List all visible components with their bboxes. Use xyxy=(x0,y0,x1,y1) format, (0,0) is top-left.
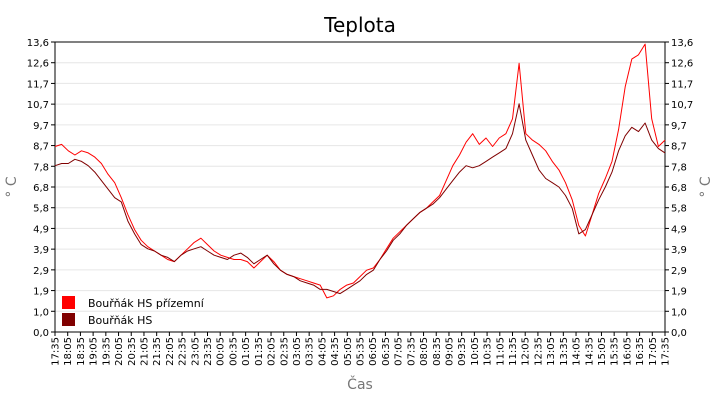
x-tick-label: 14:35 xyxy=(584,337,595,366)
x-tick-label: 17:35 xyxy=(51,337,62,366)
x-tick-label: 05:05 xyxy=(343,337,354,366)
x-tick-label: 02:05 xyxy=(267,337,278,366)
y-tick-label-right: 0,0 xyxy=(671,328,687,339)
x-tick-label: 18:05 xyxy=(63,337,74,366)
y-tick-label-right: 7,8 xyxy=(671,162,687,173)
y-tick-label-right: 12,6 xyxy=(671,59,693,70)
x-tick-label: 20:35 xyxy=(127,337,138,366)
legend-swatch-series-2 xyxy=(62,313,75,326)
x-tick-label: 14:05 xyxy=(572,337,583,366)
series-line-2 xyxy=(54,103,666,295)
legend-label-series-1: Bouřňák HS přízemní xyxy=(88,297,205,310)
x-tick-label: 15:05 xyxy=(597,337,608,366)
y-tick-label-left: 1,0 xyxy=(33,307,49,318)
x-tick-label: 10:05 xyxy=(470,337,481,366)
x-tick-label: 03:35 xyxy=(305,337,316,366)
x-tick-label: 16:05 xyxy=(622,337,633,366)
x-tick-label: 17:05 xyxy=(648,337,659,366)
x-tick-label: 02:35 xyxy=(279,337,290,366)
y-tick-label-right: 11,7 xyxy=(671,79,693,90)
y-tick-label-right: 6,8 xyxy=(671,183,687,194)
x-tick-label: 03:05 xyxy=(292,337,303,366)
y-tick-label-left: 11,7 xyxy=(27,79,49,90)
x-tick-label: 11:35 xyxy=(508,337,519,366)
y-tick-label-left: 8,7 xyxy=(33,142,49,153)
x-tick-label: 22:35 xyxy=(178,337,189,366)
y-tick-label-right: 8,7 xyxy=(671,142,687,153)
y-axis-title-left: ° C xyxy=(4,176,20,197)
x-tick-label: 07:05 xyxy=(394,337,405,366)
x-tick-label: 11:05 xyxy=(495,337,506,366)
x-tick-label: 01:05 xyxy=(241,337,252,366)
x-tick-label: 19:35 xyxy=(101,337,112,366)
x-tick-label: 04:05 xyxy=(317,337,328,366)
x-tick-label: 15:35 xyxy=(610,337,621,366)
x-tick-label: 19:05 xyxy=(89,337,100,366)
left-axis: 0,0 1,0 1,9 2,9 3,9 4,9 5,8 6,8 7,8 8,7 9,7 10,7 11,… xyxy=(27,38,55,339)
y-tick-label-right: 5,8 xyxy=(671,204,687,215)
y-tick-label-right: 4,9 xyxy=(671,224,687,235)
x-axis: 17:35 18:05 18:35 19:05 19:35 20:05 20:35 21:05… xyxy=(51,332,672,366)
y-tick-label-left: 5,8 xyxy=(33,204,49,215)
right-axis: 0,0 1,0 1,9 2,9 3,9 4,9 5,8 6,8 7,8 8,7 9,7 10,7 11,… xyxy=(665,38,693,339)
x-tick-label: 04:35 xyxy=(330,337,341,366)
x-tick-label: 06:35 xyxy=(381,337,392,366)
y-tick-label-left: 4,9 xyxy=(33,224,49,235)
legend-label-series-2: Bouřňák HS xyxy=(88,314,152,327)
x-tick-label: 00:35 xyxy=(228,337,239,366)
x-tick-label: 13:05 xyxy=(546,337,557,366)
x-tick-label: 00:05 xyxy=(216,337,227,366)
grid xyxy=(55,62,665,312)
y-tick-label-right: 9,7 xyxy=(671,121,687,132)
y-tick-label-left: 10,7 xyxy=(27,100,49,111)
y-tick-label-right: 1,0 xyxy=(671,307,687,318)
x-tick-label: 09:35 xyxy=(457,337,468,366)
y-tick-label-left: 0,0 xyxy=(33,328,49,339)
y-tick-label-right: 2,9 xyxy=(671,266,687,277)
y-tick-label-right: 10,7 xyxy=(671,100,693,111)
x-tick-label: 12:05 xyxy=(521,337,532,366)
x-tick-label: 17:35 xyxy=(661,337,672,366)
x-tick-label: 23:05 xyxy=(190,337,201,366)
y-tick-label-left: 6,8 xyxy=(33,183,49,194)
x-tick-label: 21:35 xyxy=(152,337,163,366)
y-tick-label-left: 2,9 xyxy=(33,266,49,277)
x-tick-label: 21:05 xyxy=(139,337,150,366)
x-tick-label: 18:35 xyxy=(76,337,87,366)
y-tick-label-right: 3,9 xyxy=(671,245,687,256)
x-axis-title: Čas xyxy=(347,375,373,393)
x-tick-label: 09:05 xyxy=(444,337,455,366)
legend-swatch-series-1 xyxy=(62,296,75,309)
y-tick-label-left: 1,9 xyxy=(33,287,49,298)
y-tick-label-left: 7,8 xyxy=(33,162,49,173)
legend: Bouřňák HS přízemní Bouřňák HS xyxy=(62,296,205,327)
x-tick-label: 08:05 xyxy=(419,337,430,366)
y-tick-label-right: 13,6 xyxy=(671,38,693,49)
series-line-1 xyxy=(54,43,666,299)
x-tick-label: 06:05 xyxy=(368,337,379,366)
y-tick-label-left: 13,6 xyxy=(27,38,49,49)
x-tick-label: 08:35 xyxy=(432,337,443,366)
series xyxy=(54,43,666,299)
y-tick-label-right: 1,9 xyxy=(671,287,687,298)
chart-title: Teplota xyxy=(323,13,396,37)
y-tick-label-left: 3,9 xyxy=(33,245,49,256)
x-tick-label: 22:05 xyxy=(165,337,176,366)
y-tick-label-left: 12,6 xyxy=(27,59,49,70)
x-tick-label: 10:35 xyxy=(483,337,494,366)
x-tick-label: 23:35 xyxy=(203,337,214,366)
x-tick-label: 13:35 xyxy=(559,337,570,366)
x-tick-label: 05:35 xyxy=(356,337,367,366)
x-tick-label: 07:35 xyxy=(406,337,417,366)
x-tick-label: 01:35 xyxy=(254,337,265,366)
x-tick-label: 16:35 xyxy=(635,337,646,366)
x-tick-label: 20:05 xyxy=(114,337,125,366)
y-axis-title-right: ° C xyxy=(698,176,714,197)
x-tick-label: 12:35 xyxy=(533,337,544,366)
y-tick-label-left: 9,7 xyxy=(33,121,49,132)
